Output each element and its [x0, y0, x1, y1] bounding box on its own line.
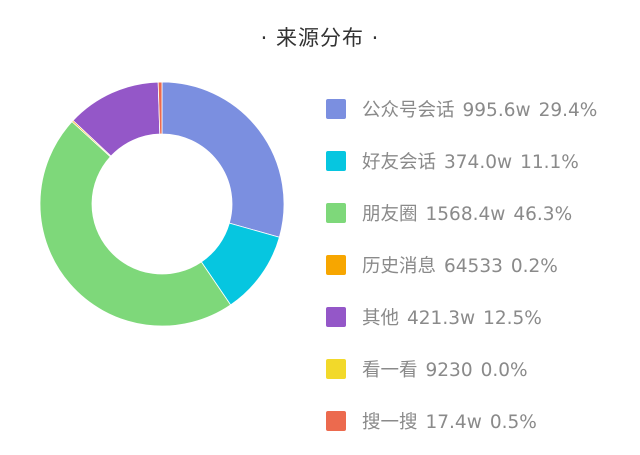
legend-swatch: [326, 203, 346, 223]
legend-series-name: 历史消息: [362, 256, 437, 277]
legend-label: 好友会话 374.0w 11.1%: [362, 148, 579, 174]
legend-item-0: 公众号会话 995.6w 29.4%: [326, 94, 597, 124]
pie-slice-2: [39, 121, 232, 327]
legend-item-3: 历史消息 64533 0.2%: [326, 250, 558, 280]
legend-series-name: 搜一搜: [362, 412, 418, 433]
legend-percent: 0.0%: [480, 360, 528, 381]
legend-item-1: 好友会话 374.0w 11.1%: [326, 146, 579, 176]
legend-value: 1568.4w: [425, 204, 506, 225]
legend-value: 374.0w: [444, 152, 513, 173]
chart-title: · 来源分布 ·: [260, 26, 380, 50]
pie-slice-6: [157, 81, 163, 135]
legend-label: 看一看 9230 0.0%: [362, 356, 528, 382]
legend-percent: 0.2%: [510, 256, 558, 277]
legend-label: 朋友圈 1568.4w 46.3%: [362, 200, 572, 226]
legend-series-name: 好友会话: [362, 152, 437, 173]
legend-item-4: 其他 421.3w 12.5%: [326, 302, 542, 332]
legend-item-6: 搜一搜 17.4w 0.5%: [326, 406, 537, 436]
legend-percent: 0.5%: [489, 412, 537, 433]
legend-swatch: [326, 255, 346, 275]
legend-series-name: 公众号会话: [362, 100, 455, 121]
legend-series-name: 其他: [362, 308, 400, 329]
legend-percent: 11.1%: [520, 152, 579, 173]
legend-swatch: [326, 411, 346, 431]
legend-label: 其他 421.3w 12.5%: [362, 304, 542, 330]
pie-slice-0: [161, 81, 285, 238]
legend-series-name: 看一看: [362, 360, 418, 381]
legend-series-name: 朋友圈: [362, 204, 418, 225]
legend-percent: 46.3%: [513, 204, 573, 225]
legend-swatch: [326, 359, 346, 379]
legend-swatch: [326, 99, 346, 119]
legend-swatch: [326, 307, 346, 327]
legend-value: 64533: [444, 256, 503, 277]
legend-value: 995.6w: [462, 100, 531, 121]
legend-percent: 12.5%: [483, 308, 542, 329]
legend-swatch: [326, 151, 346, 171]
legend-label: 公众号会话 995.6w 29.4%: [362, 96, 597, 122]
legend-value: 421.3w: [407, 308, 476, 329]
legend-item-2: 朋友圈 1568.4w 46.3%: [326, 198, 572, 228]
legend-value: 17.4w: [425, 412, 482, 433]
legend-item-5: 看一看 9230 0.0%: [326, 354, 528, 384]
legend-label: 历史消息 64533 0.2%: [362, 252, 558, 278]
legend-percent: 29.4%: [538, 100, 598, 121]
legend-label: 搜一搜 17.4w 0.5%: [362, 408, 537, 434]
legend-value: 9230: [425, 360, 473, 381]
